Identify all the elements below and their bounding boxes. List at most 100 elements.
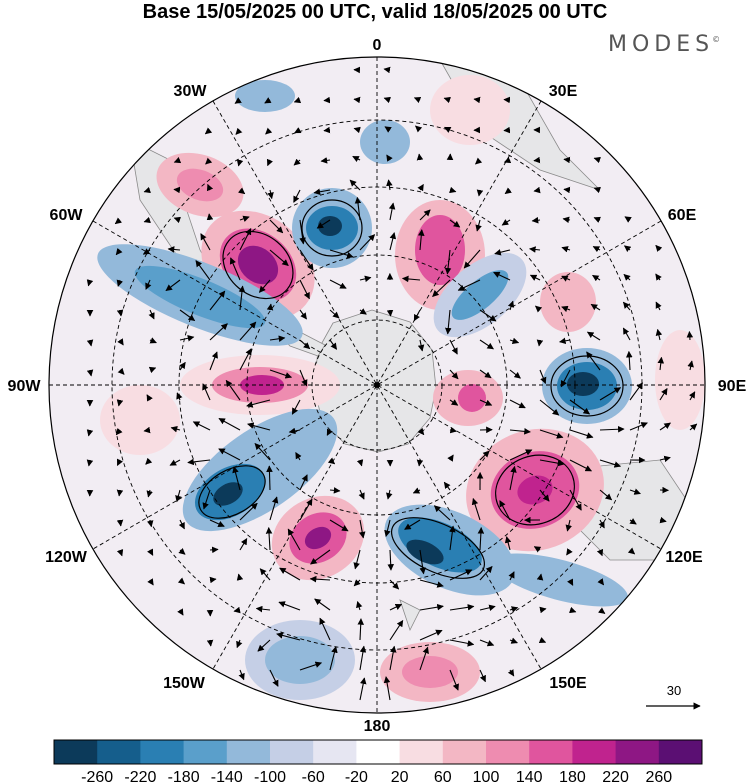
colorbar-tick-label: -100 [254, 769, 286, 783]
wind-arrow [195, 260, 211, 281]
wind-arrow [686, 330, 694, 341]
wind-arrow [563, 156, 571, 164]
wind-arrow [417, 183, 424, 192]
wind-arrow [234, 97, 242, 104]
wind-arrow [687, 360, 694, 371]
wind-arrow [444, 309, 452, 335]
wind-arrow [264, 97, 272, 104]
wind-arrow [146, 519, 154, 528]
wind-arrow [236, 639, 243, 649]
wind-arrow [504, 536, 512, 551]
wind-arrow [417, 229, 425, 251]
wind-arrow [86, 429, 94, 437]
wind-arrow [592, 274, 601, 282]
colorbar [53, 739, 703, 765]
colorbar-tick-label: -260 [81, 769, 113, 783]
wind-arrow [209, 546, 219, 554]
wind-arrow [357, 618, 365, 641]
wind-arrow [358, 489, 365, 500]
wind-arrow [494, 249, 511, 256]
wind-arrow [278, 601, 301, 611]
wind-arrow [629, 488, 641, 495]
wind-arrow [560, 369, 571, 388]
wind-arrow [419, 629, 443, 641]
wind-arrow [116, 309, 124, 317]
new-zealand-land [399, 599, 421, 632]
wind-arrow [598, 519, 605, 529]
wind-arrow [269, 669, 279, 687]
wind-arrow [443, 96, 451, 104]
wind-arrow [178, 547, 186, 555]
wind-arrow [326, 428, 333, 436]
wind-arrow [329, 519, 349, 532]
wind-arrow [291, 399, 301, 415]
wind-arrow [116, 458, 123, 466]
lon-label: 150W [163, 675, 206, 692]
wind-arrow [533, 156, 541, 164]
wind-arrow [477, 527, 485, 551]
wind-arrow [415, 125, 423, 133]
brand-mark: © [712, 35, 721, 44]
wind-arrow [148, 366, 157, 374]
lon-label: 30E [549, 83, 578, 100]
wind-arrow [145, 457, 153, 465]
colorbar-tick-label: 140 [516, 769, 543, 783]
wind-arrow [294, 127, 302, 134]
colorbar-swatch [356, 740, 401, 764]
wind-arrow [329, 487, 341, 494]
wind-arrow [233, 606, 241, 614]
wind-arrow [179, 309, 196, 322]
colorbar-swatch [54, 740, 98, 764]
wind-arrow [539, 489, 550, 502]
wind-arrow [539, 399, 560, 416]
wind-arrow [177, 577, 185, 585]
wind-arrow [386, 154, 393, 162]
wind-arrow [476, 189, 484, 197]
wind-arrow [501, 219, 511, 226]
vector-legend-value: 30 [667, 683, 681, 698]
wind-arrow [255, 605, 271, 613]
longitude-labels: 0 30E 60E 90E 120E 150E 180 150W 120W 90… [8, 37, 747, 735]
wind-arrow [401, 275, 421, 283]
wind-arrow [566, 548, 573, 556]
wind-arrow [509, 428, 531, 435]
wind-arrow [238, 669, 245, 681]
wind-arrow [389, 579, 400, 590]
wind-arrow [384, 126, 392, 133]
colorbar-tick-label: 260 [645, 769, 672, 783]
wind-arrow [349, 179, 361, 191]
wind-arrow [475, 219, 482, 232]
colorbar-tick-label: -20 [345, 769, 368, 783]
wind-arrow [314, 598, 331, 611]
wind-arrow [205, 157, 213, 165]
wind-arrow [417, 339, 425, 352]
wind-arrow [419, 603, 444, 611]
wind-arrow [192, 421, 211, 431]
wind-arrow [237, 187, 246, 195]
wind-arrow [209, 351, 218, 371]
lon-label: 60W [50, 207, 84, 224]
wind-arrow [507, 300, 515, 311]
high-anomaly [402, 656, 458, 688]
wind-arrow [115, 427, 123, 436]
wind-arrow [320, 157, 331, 164]
wind-arrow [329, 646, 338, 671]
wind-arrow [417, 427, 425, 436]
wind-arrow [598, 607, 606, 614]
wind-arrow [170, 426, 181, 433]
wind-arrow [503, 96, 511, 104]
wind-arrow [356, 459, 364, 467]
wind-arrow [239, 321, 257, 341]
low-anomaly [398, 517, 482, 573]
wind-arrow [117, 338, 124, 346]
wind-arrow [269, 369, 293, 379]
colorbar-tick-label: 180 [559, 769, 586, 783]
wind-arrow [114, 217, 123, 225]
wind-arrow [561, 305, 571, 313]
wind-arrow [565, 519, 572, 532]
wind-arrow [276, 632, 301, 641]
wind-arrow [175, 489, 182, 503]
wind-arrow [569, 459, 592, 472]
colorbar-swatch [615, 740, 660, 764]
wind-arrow [444, 249, 452, 275]
